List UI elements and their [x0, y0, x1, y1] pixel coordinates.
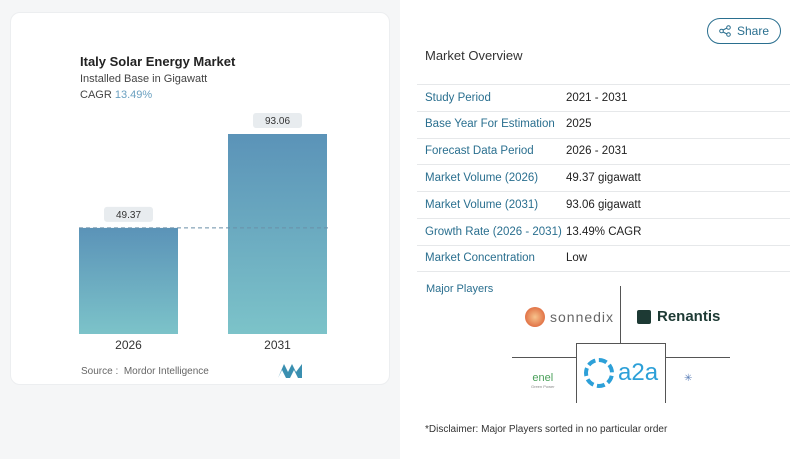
x-tick-label: 2031 [264, 338, 291, 352]
source: Source : Mordor Intelligence [81, 366, 209, 377]
logo-renantis: Renantis [637, 308, 720, 325]
overview-row: Growth Rate (2026 - 2031) 13.49% CAGR [417, 218, 790, 244]
players-title: Major Players [426, 283, 494, 295]
source-name: Mordor Intelligence [123, 366, 209, 377]
value-label: 93.06 [265, 116, 290, 127]
share-button[interactable]: Share [707, 18, 781, 44]
row-label: Base Year For Estimation [425, 118, 555, 131]
row-label: Study Period [425, 91, 491, 104]
disclaimer: *Disclaimer: Major Players sorted in no … [425, 424, 668, 435]
row-value: 93.06 gigawatt [566, 198, 641, 211]
row-label: Market Concentration [425, 252, 535, 265]
overview-row: Market Volume (2026) 49.37 gigawatt [417, 164, 790, 190]
row-value: 2021 - 2031 [566, 91, 628, 104]
logo-enel: enel Green Power [531, 372, 555, 389]
row-label: Market Volume (2026) [425, 171, 539, 184]
chart-title: Italy Solar Energy Market [80, 54, 236, 69]
overview-row: Base Year For Estimation 2025 [417, 110, 790, 137]
bar-2026 [79, 227, 178, 334]
overview-row: Study Period 2021 - 2031 [417, 84, 790, 110]
row-value: 2026 - 2031 [566, 145, 628, 158]
cagr-label: CAGR [80, 89, 112, 101]
bar-chart: 49.37 2026 93.06 2031 [79, 113, 328, 352]
overview-title: Market Overview [425, 48, 523, 63]
divider [417, 271, 790, 272]
source-label: Source : [81, 366, 119, 377]
logo-sonnedix: sonnedix [525, 307, 614, 327]
chart-subtitle: Installed Base in Gigawatt [80, 73, 208, 85]
overview-row: Forecast Data Period 2026 - 2031 [417, 137, 790, 164]
row-value: Low [566, 252, 588, 265]
row-label: Growth Rate (2026 - 2031) [425, 225, 562, 238]
overview-row: Market Volume (2031) 93.06 gigawatt [417, 191, 790, 217]
bar-2031 [228, 134, 327, 334]
row-value: 49.37 gigawatt [566, 171, 641, 184]
cagr: CAGR 13.49% [80, 89, 152, 101]
logo-other-player: ✳ [684, 373, 693, 384]
value-label-bg [253, 113, 302, 128]
row-label: Market Volume (2031) [425, 198, 539, 211]
cagr-value: 13.49% [114, 89, 153, 101]
row-value: 2025 [566, 118, 592, 131]
mordor-logo-icon [278, 364, 302, 378]
overview-row: Market Concentration Low [417, 244, 790, 271]
row-label: Forecast Data Period [425, 145, 534, 158]
row-value: 13.49% CAGR [566, 225, 642, 238]
share-icon [719, 25, 731, 37]
logo-a2a: a2a [584, 358, 658, 388]
share-label: Share [736, 24, 770, 38]
value-label-bg [104, 206, 153, 222]
value-label: 49.37 [116, 210, 141, 221]
x-tick-label: 2026 [115, 338, 142, 352]
